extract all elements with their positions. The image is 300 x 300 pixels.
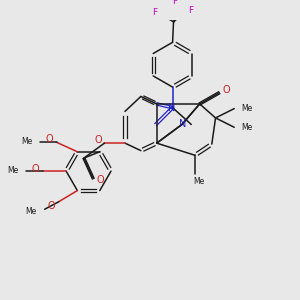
Text: Me: Me xyxy=(242,123,253,132)
Text: Me: Me xyxy=(7,166,19,175)
Text: O: O xyxy=(46,134,53,144)
Text: O: O xyxy=(32,164,39,174)
Text: O: O xyxy=(97,176,104,185)
Text: O: O xyxy=(223,85,231,95)
Text: F: F xyxy=(152,8,158,17)
Text: Me: Me xyxy=(242,104,253,113)
Text: F: F xyxy=(188,6,193,15)
Text: F: F xyxy=(172,0,177,6)
Text: N: N xyxy=(168,103,176,113)
Text: O: O xyxy=(94,135,102,145)
Text: N: N xyxy=(179,119,187,130)
Text: Me: Me xyxy=(193,177,204,186)
Text: Me: Me xyxy=(25,207,36,216)
Text: O: O xyxy=(47,201,55,212)
Text: Me: Me xyxy=(21,137,33,146)
